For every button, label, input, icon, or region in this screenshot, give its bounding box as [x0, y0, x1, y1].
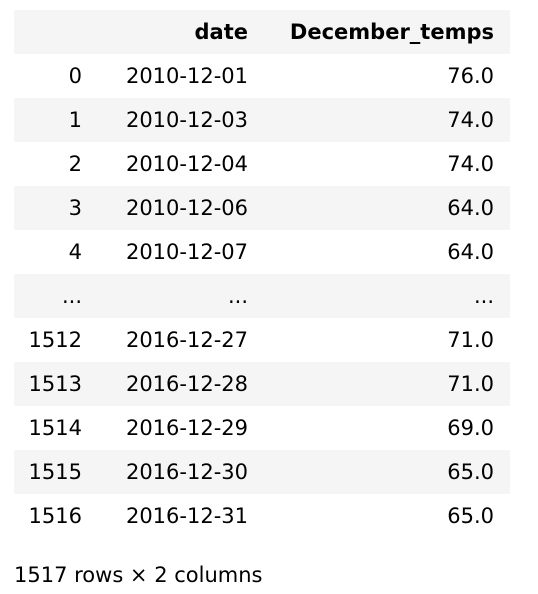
table-row: 1516 2016-12-31 65.0 [14, 494, 510, 538]
ellipsis-row: ... ... ... [14, 274, 510, 318]
dataframe-output: date December_temps 0 2010-12-01 76.0 1 … [14, 10, 510, 538]
row-index: 1515 [14, 450, 84, 494]
row-index: 4 [68, 240, 82, 264]
date-cell: 2010-12-03 [84, 98, 250, 142]
date-cell: 2016-12-27 [125, 328, 248, 352]
temp-cell: 65.0 [250, 450, 510, 494]
date-cell: 2010-12-04 [125, 152, 248, 176]
row-index: 1516 [28, 504, 82, 528]
table-row: 2 2010-12-04 74.0 [14, 142, 510, 186]
date-cell: ... [84, 274, 250, 318]
dataframe-shape-caption: 1517 rows × 2 columns [14, 563, 263, 587]
date-cell: 2016-12-29 [125, 416, 248, 440]
row-index: 3 [14, 186, 84, 230]
date-cell: 2010-12-01 [125, 64, 248, 88]
table-row: 0 2010-12-01 76.0 [14, 54, 510, 98]
table-row: 4 2010-12-07 64.0 [14, 230, 510, 274]
row-index: 1512 [28, 328, 82, 352]
temp-cell: 69.0 [447, 416, 494, 440]
temp-cell: 65.0 [447, 504, 494, 528]
column-header-date: date [84, 10, 250, 54]
table-row: 1515 2016-12-30 65.0 [14, 450, 510, 494]
table-row: 1513 2016-12-28 71.0 [14, 362, 510, 406]
row-index: 1 [14, 98, 84, 142]
date-cell: 2016-12-28 [84, 362, 250, 406]
row-index: 1514 [28, 416, 82, 440]
temp-cell: 74.0 [447, 152, 494, 176]
temp-cell: 64.0 [250, 186, 510, 230]
index-header [14, 10, 84, 54]
temp-cell: 71.0 [250, 362, 510, 406]
date-cell: 2010-12-06 [84, 186, 250, 230]
row-index: ... [14, 274, 84, 318]
dataframe-table: date December_temps 0 2010-12-01 76.0 1 … [14, 10, 510, 538]
table-row: 1 2010-12-03 74.0 [14, 98, 510, 142]
temp-cell: 76.0 [447, 64, 494, 88]
header-row: date December_temps [14, 10, 510, 54]
table-row: 1514 2016-12-29 69.0 [14, 406, 510, 450]
column-header-december-temps: December_temps [250, 10, 510, 54]
temp-cell: 74.0 [250, 98, 510, 142]
row-index: 2 [68, 152, 82, 176]
table-row: 3 2010-12-06 64.0 [14, 186, 510, 230]
temp-cell: 64.0 [447, 240, 494, 264]
row-index: 0 [68, 64, 82, 88]
temp-cell: 71.0 [447, 328, 494, 352]
date-cell: 2010-12-07 [125, 240, 248, 264]
date-cell: 2016-12-31 [125, 504, 248, 528]
row-index: 1513 [14, 362, 84, 406]
temp-cell: ... [250, 274, 510, 318]
table-row: 1512 2016-12-27 71.0 [14, 318, 510, 362]
date-cell: 2016-12-30 [84, 450, 250, 494]
